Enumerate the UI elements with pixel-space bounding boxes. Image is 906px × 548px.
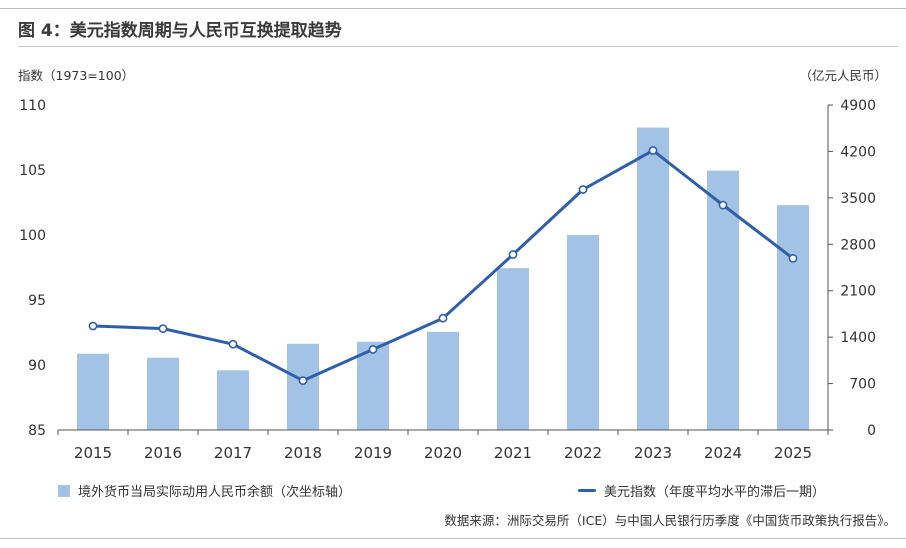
- left-tick-label: 85: [28, 423, 46, 439]
- bar: [707, 170, 739, 430]
- right-tick-label: 1400: [840, 330, 876, 346]
- bar: [427, 331, 459, 430]
- x-tick-label: 2023: [634, 444, 672, 462]
- line-point: [88, 321, 98, 331]
- right-tick-label: 700: [849, 377, 876, 393]
- top-rule: [0, 8, 906, 9]
- x-tick-label: 2016: [144, 444, 182, 462]
- chart-title: 图 4：美元指数周期与人民币互换提取趋势: [18, 21, 342, 41]
- title-separator: [18, 46, 898, 47]
- left-axis-title: 指数（1973=100）: [18, 68, 134, 83]
- bar: [497, 268, 529, 430]
- data-source-note: 数据来源：洲际交易所（ICE）与中国人民银行历季度《中国货币政策执行报告》。: [444, 513, 896, 528]
- bar: [77, 353, 109, 430]
- bar: [777, 205, 809, 430]
- right-tick-label: 2100: [840, 284, 876, 300]
- legend-line-label: 美元指数（年度平均水平的滞后一期）: [604, 485, 826, 500]
- bar: [567, 235, 599, 430]
- x-tick-label: 2019: [354, 444, 392, 462]
- right-tick-label: 0: [867, 423, 876, 439]
- left-tick-label: 100: [19, 228, 46, 244]
- right-axis-title: （亿元人民币）: [799, 68, 887, 83]
- line-point: [788, 253, 798, 263]
- line-point: [648, 146, 658, 155]
- x-tick-label: 2021: [494, 444, 532, 462]
- line-point: [368, 344, 378, 354]
- legend-bar-label: 境外货币当局实际动用人民币余额（次坐标轴）: [78, 485, 352, 500]
- bar: [287, 343, 319, 430]
- left-tick-label: 90: [28, 358, 46, 374]
- left-tick-label: 110: [19, 98, 46, 114]
- line-point: [158, 324, 168, 333]
- line-point: [578, 185, 588, 194]
- right-tick-label: 4900: [840, 98, 876, 114]
- line-point: [438, 313, 448, 323]
- line-point: [298, 376, 308, 385]
- right-tick-label: 4200: [840, 144, 876, 160]
- bar: [147, 357, 179, 430]
- x-tick-label: 2018: [284, 444, 322, 462]
- legend-item-line: 美元指数（年度平均水平的滞后一期）: [578, 481, 825, 500]
- line-point: [508, 250, 518, 259]
- x-tick-label: 2020: [424, 444, 462, 462]
- legend-line-swatch: [578, 489, 596, 492]
- bar: [217, 370, 249, 430]
- right-tick-label: 2800: [840, 237, 876, 253]
- left-tick-label: 95: [28, 293, 46, 309]
- x-tick-label: 2024: [704, 444, 742, 462]
- line-point: [228, 339, 238, 349]
- x-tick-label: 2025: [774, 444, 812, 462]
- left-tick-label: 105: [19, 163, 46, 179]
- right-tick-label: 3500: [840, 191, 876, 207]
- legend-item-bars: 境外货币当局实际动用人民币余额（次坐标轴）: [58, 481, 351, 500]
- x-tick-label: 2017: [214, 444, 252, 462]
- bar: [637, 127, 669, 430]
- bottom-rule: [0, 538, 906, 539]
- x-tick-label: 2022: [564, 444, 602, 462]
- x-tick-label: 2015: [74, 444, 112, 462]
- legend-bar-swatch: [58, 484, 70, 497]
- bar: [357, 341, 389, 430]
- line-point: [718, 200, 728, 210]
